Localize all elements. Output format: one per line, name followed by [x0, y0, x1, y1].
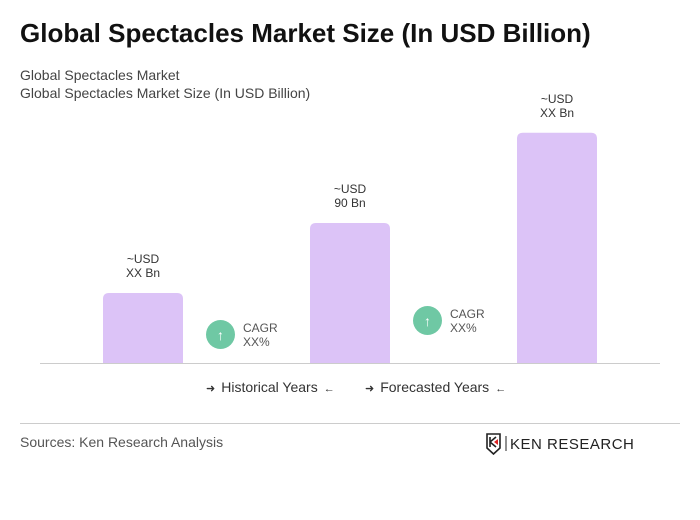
- subtitle: Global Spectacles Market: [20, 67, 180, 83]
- data-label-line: 90 Bn: [334, 196, 366, 210]
- cagr-label: CAGR: [450, 306, 485, 321]
- bar-data-label: ~USD XX Bn: [93, 252, 193, 280]
- legend-label: Forecasted Years: [380, 379, 490, 395]
- cagr-badge-forecast: ↑ CAGR XX%: [413, 306, 485, 335]
- data-label-line: ~USD: [126, 252, 160, 266]
- bar-data-label: ~USD 90 Bn: [300, 182, 400, 210]
- bar: [517, 132, 597, 363]
- data-label-line: ~USD: [540, 91, 574, 106]
- cagr-value: XX%: [450, 320, 477, 335]
- arrow-right-icon: ➜: [206, 383, 216, 395]
- arrow-left-icon: ←: [323, 383, 335, 395]
- arrow-up-icon: ↑: [413, 306, 442, 335]
- bar-chart: [40, 132, 660, 364]
- bar-data-label: ~USD XX Bn: [507, 92, 607, 120]
- chart-title: Global Spectacles Market Size (In USD Bi…: [20, 18, 591, 48]
- legend-label: Historical Years: [221, 379, 318, 395]
- data-label-line: ~USD: [333, 182, 367, 196]
- cagr-value: XX%: [243, 334, 270, 349]
- bar: [310, 223, 390, 363]
- data-label-line: XX Bn: [125, 266, 161, 280]
- footer-divider: [20, 423, 680, 424]
- arrow-right-icon: ➜: [365, 383, 375, 395]
- data-label-line: XX Bn: [539, 105, 575, 120]
- cagr-badge-historical: ↑ CAGR XX%: [206, 320, 278, 349]
- cagr-label: CAGR: [243, 320, 278, 335]
- ken-research-logo: KEN RESEARCH: [486, 433, 656, 455]
- svg-text:KEN RESEARCH: KEN RESEARCH: [510, 436, 634, 453]
- subtitle-2: Global Spectacles Market Size (In USD Bi…: [20, 85, 311, 101]
- arrow-left-icon: ←: [495, 383, 507, 395]
- arrow-up-icon: ↑: [206, 320, 235, 349]
- sources-text: Sources: Ken Research Analysis: [20, 434, 224, 450]
- legend-historical: ➜ Historical Years ←: [200, 379, 341, 395]
- bar: [103, 293, 183, 363]
- legend-forecast: ➜ Forecasted Years ←: [359, 379, 512, 395]
